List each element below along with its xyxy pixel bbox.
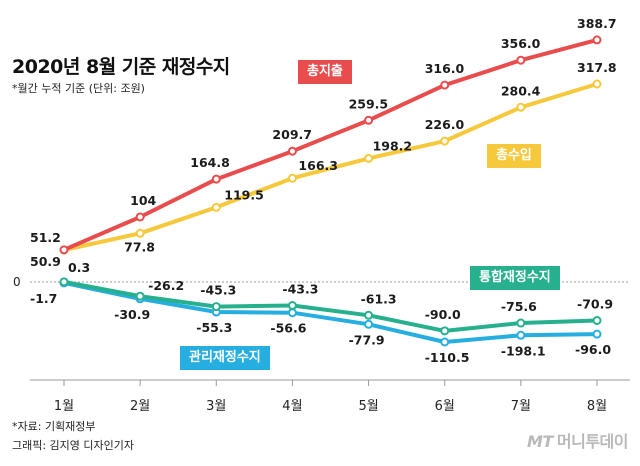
graphic-credit: 그래픽: 김지영 디자인기자 xyxy=(12,439,135,452)
series-line-revenue xyxy=(63,82,598,252)
data-label-managed: -55.3 xyxy=(196,320,232,335)
data-label-expenditure: 259.5 xyxy=(349,96,389,111)
logo-mark: MT xyxy=(527,432,553,451)
data-point-revenue xyxy=(135,228,145,238)
data-point-expenditure xyxy=(440,80,450,90)
data-point-revenue xyxy=(364,153,374,163)
data-point-expenditure xyxy=(364,115,374,125)
data-point-integrated xyxy=(440,326,450,336)
x-tick-label: 3월 xyxy=(206,399,226,414)
data-label-managed: -96.0 xyxy=(575,342,611,357)
data-label-managed: -110.5 xyxy=(425,350,470,365)
data-point-revenue xyxy=(592,79,602,89)
data-point-expenditure xyxy=(287,146,297,156)
data-point-revenue xyxy=(287,173,297,183)
legend-managed-balance: 관리재정수지 xyxy=(180,346,270,370)
legend-integrated-balance: 통합재정수지 xyxy=(470,266,560,290)
data-label-expenditure: 209.7 xyxy=(272,127,312,142)
legend-revenue: 총수입 xyxy=(487,144,541,168)
data-label-managed: -30.9 xyxy=(114,307,150,322)
data-label-revenue: 77.8 xyxy=(124,239,155,254)
data-label-revenue: 119.5 xyxy=(224,187,264,202)
data-label-expenditure: 388.7 xyxy=(577,16,617,31)
data-label-integrated: -61.3 xyxy=(361,291,397,306)
logo-text: 머니투데이 xyxy=(556,432,629,451)
legend-expenditure: 총지출 xyxy=(298,60,352,84)
data-label-integrated: -26.2 xyxy=(148,278,184,293)
chart-subtitle: *월간 누적 기준 (단위: 조원) xyxy=(12,82,145,95)
x-tick-label: 8월 xyxy=(587,399,607,414)
data-point-integrated xyxy=(516,318,526,328)
data-point-managed xyxy=(516,330,526,340)
data-point-expenditure xyxy=(135,212,145,222)
data-label-integrated: -70.9 xyxy=(577,296,613,311)
data-label-integrated: 0.3 xyxy=(68,260,90,275)
data-label-expenditure: 51.2 xyxy=(30,230,61,245)
x-tick-label: 5월 xyxy=(358,399,378,414)
data-label-revenue: 280.4 xyxy=(501,83,541,98)
data-point-expenditure xyxy=(592,35,602,45)
data-label-revenue: 198.2 xyxy=(373,138,413,153)
data-point-managed xyxy=(287,308,297,318)
series-line-integrated xyxy=(63,279,598,333)
chart-title: 2020년 8월 기준 재정수지 xyxy=(12,56,230,78)
data-label-revenue: 166.3 xyxy=(298,158,338,173)
data-label-revenue: 226.0 xyxy=(425,117,465,132)
x-tick-label: 1월 xyxy=(54,399,74,414)
data-label-integrated: -90.0 xyxy=(425,307,461,322)
x-tick-label: 7월 xyxy=(511,399,531,414)
data-point-managed xyxy=(440,337,450,347)
x-tick-label: 4월 xyxy=(282,399,302,414)
data-point-integrated xyxy=(59,277,69,287)
data-point-integrated xyxy=(211,302,221,312)
data-point-integrated xyxy=(287,301,297,311)
data-label-revenue: 317.8 xyxy=(577,60,617,75)
source-note: *자료: 기획재정부 xyxy=(12,420,96,433)
data-label-expenditure: 316.0 xyxy=(425,61,465,76)
series-line-managed xyxy=(63,280,598,344)
data-point-integrated xyxy=(135,291,145,301)
data-label-integrated: -75.6 xyxy=(501,299,537,314)
publisher-logo: MT 머니투데이 xyxy=(527,428,628,452)
data-label-integrated: -43.3 xyxy=(282,282,318,297)
data-label-managed: -56.6 xyxy=(270,321,306,336)
data-point-managed xyxy=(364,319,374,329)
data-label-expenditure: 356.0 xyxy=(501,36,541,51)
data-point-revenue xyxy=(211,202,221,212)
data-point-expenditure xyxy=(516,55,526,65)
series-line-expenditure xyxy=(63,37,598,252)
data-label-managed: -1.7 xyxy=(30,291,57,306)
x-tick-label: 6월 xyxy=(435,399,455,414)
zero-label: 0 xyxy=(13,275,21,289)
data-point-integrated xyxy=(364,310,374,320)
data-point-expenditure xyxy=(211,174,221,184)
data-label-integrated: -45.3 xyxy=(200,283,236,298)
data-point-expenditure xyxy=(59,245,69,255)
data-point-revenue xyxy=(516,102,526,112)
data-label-managed: -77.9 xyxy=(349,332,385,347)
data-label-managed: -198.1 xyxy=(501,343,546,358)
data-label-expenditure: 104 xyxy=(130,193,156,208)
data-point-revenue xyxy=(440,136,450,146)
x-tick-label: 2월 xyxy=(130,399,150,414)
data-point-managed xyxy=(592,329,602,339)
data-label-expenditure: 164.8 xyxy=(190,155,230,170)
data-point-integrated xyxy=(592,315,602,325)
data-label-revenue: 50.9 xyxy=(30,254,61,269)
